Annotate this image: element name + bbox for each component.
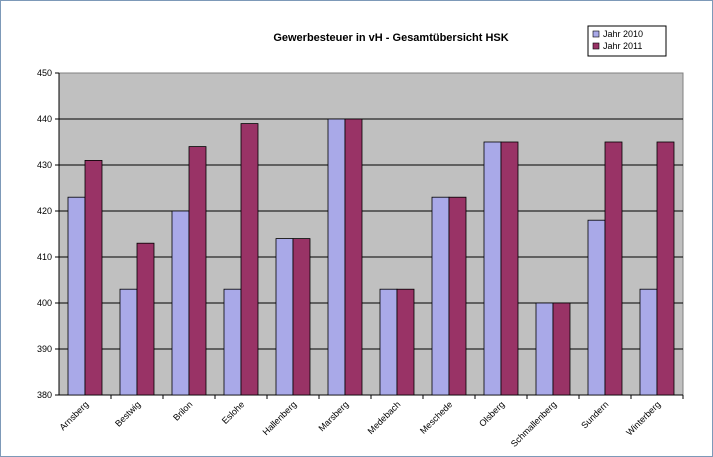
x-tick-label: Sundern xyxy=(579,399,610,430)
x-tick-label: Hallenberg xyxy=(261,399,299,437)
plot-area xyxy=(58,72,684,396)
chart-title: Gewerbesteuer in vH - Gesamtübersicht HS… xyxy=(273,32,508,44)
bar-jahr-2010-olsberg xyxy=(483,141,502,396)
x-tick-label: Meschede xyxy=(418,399,454,435)
x-tick-label: Bestwig xyxy=(113,399,142,428)
bar-jahr-2010-arnsberg xyxy=(67,196,86,396)
bar-jahr-2011-schmallenberg xyxy=(552,302,571,396)
legend-box xyxy=(587,25,667,57)
bar-jahr-2010-sundern xyxy=(587,219,606,396)
plot-area-group: 380 390 400 410 420 430 440 450 Arnsberg Bestwig B… xyxy=(37,68,684,449)
bar-jahr-2010-bestwig xyxy=(119,288,138,396)
bar-jahr-2011-olsberg xyxy=(500,141,519,396)
y-tick-label: 430 xyxy=(37,160,52,170)
y-tick-label: 400 xyxy=(37,298,52,308)
bar-jahr-2010-schmallenberg xyxy=(535,302,554,396)
x-tick-label: Marsberg xyxy=(316,399,350,433)
bar-jahr-2010-medebach xyxy=(379,288,398,396)
bar-jahr-2011-winterberg xyxy=(656,141,675,396)
bar-jahr-2011-sundern xyxy=(604,141,623,396)
x-tick-label: Medebach xyxy=(366,399,403,436)
x-tick-label: Olsberg xyxy=(477,399,506,428)
y-tick-label: 450 xyxy=(37,68,52,78)
legend-label: Jahr 2011 xyxy=(603,41,642,51)
x-tick-label: Eslohe xyxy=(220,399,247,426)
bar-jahr-2010-brilon xyxy=(171,210,190,396)
bar-jahr-2011-arnsberg xyxy=(84,159,103,396)
x-tick-label: Winterberg xyxy=(624,399,662,437)
bar-jahr-2010-hallenberg xyxy=(275,238,294,396)
bar-jahr-2011-bestwig xyxy=(136,242,155,396)
legend: Jahr 2010 Jahr 2011 xyxy=(587,25,667,57)
x-tick-label: Schmallenberg xyxy=(509,399,559,449)
x-tick-label: Arnsberg xyxy=(58,399,91,432)
bar-jahr-2010-winterberg xyxy=(639,288,658,396)
bar-jahr-2011-meschede xyxy=(448,196,467,396)
y-tick-label: 410 xyxy=(37,252,52,262)
y-tick-label: 420 xyxy=(37,206,52,216)
bar-jahr-2010-meschede xyxy=(431,196,450,396)
legend-swatch xyxy=(592,42,600,50)
bar-jahr-2011-medebach xyxy=(396,288,415,396)
x-tick-label: Brilon xyxy=(171,399,194,422)
bar-jahr-2011-hallenberg xyxy=(292,238,311,396)
bar-jahr-2011-marsberg xyxy=(344,118,363,396)
bar-jahr-2011-brilon xyxy=(188,146,207,396)
y-tick-label: 440 xyxy=(37,114,52,124)
bar-jahr-2010-eslohe xyxy=(223,288,242,396)
bar-jahr-2010-marsberg xyxy=(327,118,346,396)
y-tick-label: 380 xyxy=(37,390,52,400)
legend-label: Jahr 2010 xyxy=(603,29,643,39)
bar-jahr-2011-eslohe xyxy=(240,123,259,396)
legend-swatch xyxy=(592,30,600,38)
y-tick-label: 390 xyxy=(37,344,52,354)
